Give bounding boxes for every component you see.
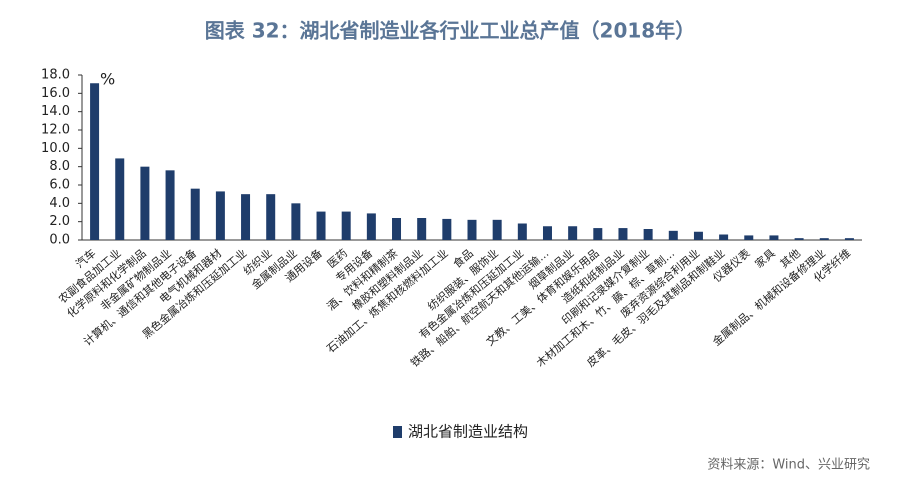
- bar: [819, 238, 829, 240]
- y-tick-label: 2.0: [49, 214, 70, 229]
- unit-label: %: [100, 70, 115, 89]
- x-tick-label: 家具: [752, 246, 778, 271]
- bar: [643, 229, 653, 240]
- bar: [266, 194, 276, 240]
- bar: [366, 213, 376, 240]
- y-tick-label: 8.0: [49, 159, 70, 174]
- bar: [165, 170, 175, 240]
- bar: [215, 191, 225, 240]
- bar: [190, 188, 200, 240]
- bar: [392, 218, 402, 240]
- bar: [618, 228, 628, 240]
- bar: [442, 218, 452, 240]
- bar: [140, 166, 150, 240]
- y-tick-label: 10.0: [41, 141, 70, 156]
- bar: [693, 231, 703, 240]
- bar: [719, 234, 729, 240]
- y-tick-label: 6.0: [49, 178, 70, 193]
- chart-title: 图表 32：湖北省制造业各行业工业总产值（2018年）: [205, 19, 695, 43]
- y-tick-label: 4.0: [49, 196, 70, 211]
- bar: [593, 228, 603, 240]
- y-tick-label: 0.0: [49, 233, 70, 248]
- legend-swatch: [393, 426, 402, 438]
- bar: [568, 226, 578, 240]
- bar: [492, 219, 502, 240]
- y-tick-label: 12.0: [41, 123, 70, 138]
- bar: [744, 235, 754, 240]
- bar: [467, 219, 477, 240]
- bar: [517, 223, 527, 240]
- legend-label: 湖北省制造业结构: [408, 423, 528, 441]
- bar: [115, 158, 125, 240]
- bar: [769, 235, 779, 240]
- y-tick-label: 14.0: [41, 104, 70, 119]
- bar: [241, 194, 251, 240]
- bar: [844, 238, 854, 240]
- source-note: 资料来源：Wind、兴业研究: [707, 458, 870, 473]
- bar: [341, 211, 351, 240]
- bar: [90, 83, 100, 240]
- bar: [291, 203, 301, 240]
- bar: [794, 238, 804, 240]
- bar: [316, 211, 326, 240]
- bar: [542, 226, 552, 240]
- y-tick-label: 18.0: [41, 68, 70, 83]
- bar: [668, 230, 678, 240]
- bar: [417, 218, 427, 240]
- y-tick-label: 16.0: [41, 86, 70, 101]
